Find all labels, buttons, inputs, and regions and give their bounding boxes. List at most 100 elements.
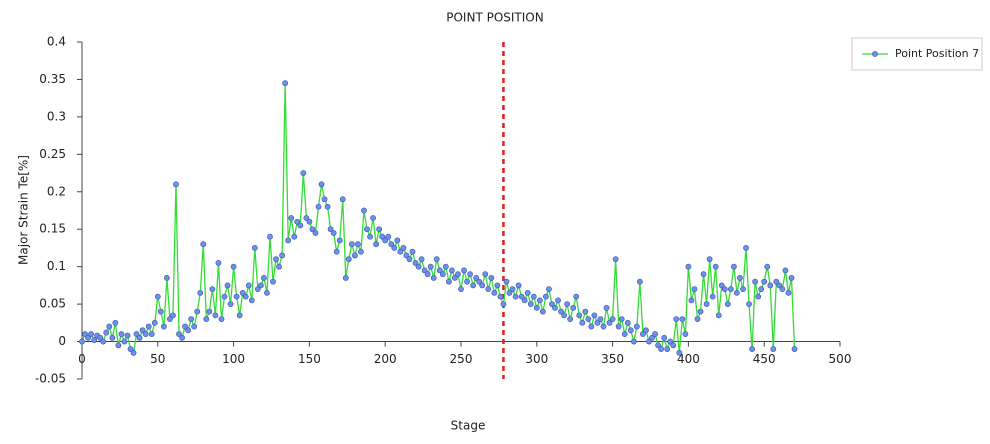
data-point [327,226,334,233]
data-point [621,331,628,337]
y-tick-label: 0.05 [39,297,66,311]
data-point [124,332,131,339]
data-point [467,271,473,278]
data-point [285,237,292,244]
data-point [361,207,367,214]
data-point [573,293,580,300]
data-point [242,293,249,300]
data-point [224,282,231,289]
data-point [142,331,149,337]
data-point [276,263,282,270]
data-point [691,286,698,293]
y-tick-label: 0.3 [47,109,66,123]
data-point [358,248,364,255]
x-tick-label: 300 [525,352,548,366]
data-point [303,215,310,221]
data-point [248,297,255,304]
data-point [506,289,513,296]
data-point [345,256,352,263]
data-point [718,282,725,289]
data-point [194,308,201,315]
data-point [312,230,319,236]
data-point [688,297,695,304]
x-tick-label: 450 [753,352,776,366]
data-point [109,334,116,341]
data-point [445,278,452,285]
data-point [342,274,349,281]
data-point [218,316,225,322]
y-tick-label: 0.1 [47,259,66,273]
data-point [461,267,467,274]
data-point [630,338,637,345]
x-axis-label: Stage [451,419,486,433]
data-point [376,226,383,233]
data-point [755,293,762,300]
data-point [157,308,164,315]
data-point [473,274,480,281]
data-point [603,304,610,311]
data-point [148,331,155,337]
data-point [539,308,546,315]
data-point [479,282,486,289]
data-point [570,304,577,311]
data-point [364,226,370,233]
data-point [239,289,246,296]
data-point [649,334,655,341]
data-point [542,293,549,300]
data-point [136,334,143,341]
data-point [788,274,795,281]
data-point [170,312,176,319]
data-point [121,338,128,345]
data-point [515,282,522,289]
data-point [670,342,677,349]
data-point [206,308,213,315]
data-point [579,319,586,326]
data-point [643,327,649,334]
data-point [297,222,304,229]
data-point [552,304,558,311]
y-axis-label: Major Strain Te[%] [17,155,31,265]
data-point [273,256,279,263]
data-point [694,316,701,322]
data-point [336,237,343,244]
data-point [373,241,380,248]
data-point [288,215,295,221]
data-point [734,289,740,296]
data-point [782,267,789,274]
data-point [470,282,477,289]
data-point [294,218,301,225]
data-point [636,278,643,285]
data-point [740,286,746,293]
data-point [236,312,243,319]
data-point [640,331,646,337]
y-tick-label: 0.25 [39,147,66,161]
data-point [609,316,616,322]
y-tick-label: 0.35 [39,72,66,86]
data-point [664,346,671,352]
data-point [270,278,276,285]
data-point [154,293,161,300]
data-point [212,312,219,319]
data-point [564,301,571,308]
data-point [151,319,158,326]
data-point [227,301,234,308]
data-point [118,331,125,337]
data-point [233,293,240,300]
data-point [394,237,401,244]
data-point [185,327,192,334]
data-point [536,297,543,304]
data-point [555,297,561,304]
data-point [561,312,567,319]
data-point [558,308,564,315]
data-point [200,241,207,248]
data-point [176,331,182,337]
data-point [770,346,777,352]
data-point [291,233,298,240]
data-point [282,80,289,87]
data-point [585,316,592,322]
data-point [427,263,434,270]
data-point [791,346,798,352]
data-point [588,323,595,330]
data-point [318,181,325,188]
